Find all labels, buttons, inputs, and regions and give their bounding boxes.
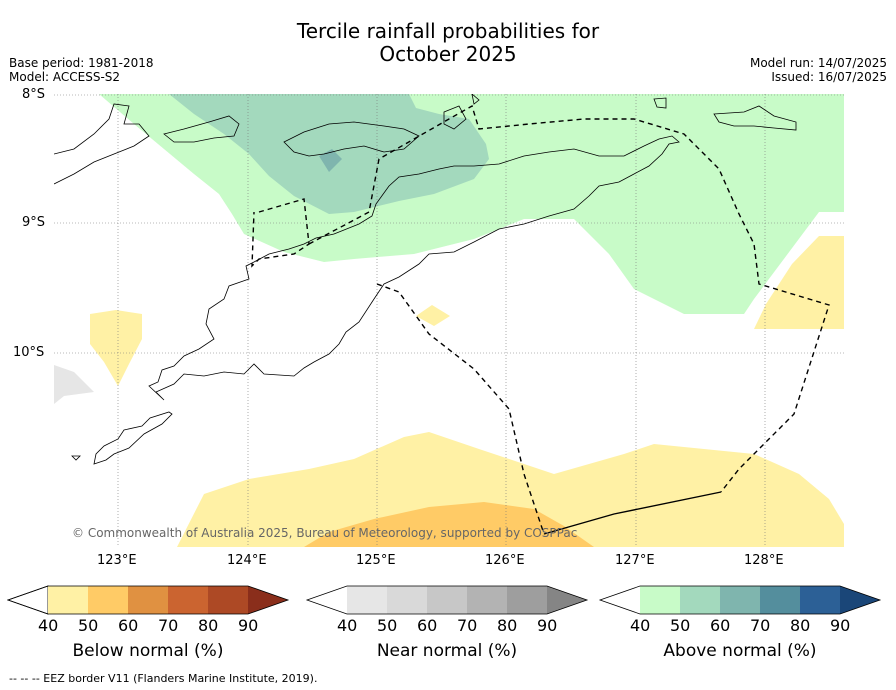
colorbar-below-bin-5 (208, 586, 248, 614)
model-text: Model: ACCESS-S2 (9, 70, 121, 84)
below-tick-60: 60 (118, 616, 139, 635)
colorbar-below-bin-4 (168, 586, 208, 614)
lat-label-9s: 9°S (22, 215, 46, 230)
colorbar-above-low-triangle (600, 586, 640, 614)
meta-left: Base period: 1981-2018 Model: ACCESS-S2 (9, 56, 154, 84)
eez-south-border-solid (543, 491, 722, 535)
above-tick-50: 50 (670, 616, 691, 635)
colorbar-below-bin-1 (48, 586, 88, 614)
colorbar-near-bin-1 (347, 586, 387, 614)
map-title-line-2: October 2025 (379, 42, 517, 66)
above-normal-60-70-patch (319, 149, 342, 172)
map-title-line-1: Tercile rainfall probabilities for (296, 19, 600, 43)
above-tick-70: 70 (750, 616, 771, 635)
eez-timor-north (308, 104, 830, 493)
colorbar-near-bin-3 (427, 586, 467, 614)
copyright-notice: © Commonwealth of Australia 2025, Bureau… (72, 526, 578, 540)
eez-north-border (251, 198, 310, 268)
meta-right: Model run: 14/07/2025 Issued: 16/07/2025 (750, 56, 887, 84)
issued-text: Issued: 16/07/2025 (771, 70, 887, 84)
below-normal-small-patch (416, 305, 450, 326)
colorbar-above-high-triangle (840, 586, 880, 614)
forecast-map: © Commonwealth of Australia 2025, Bureau… (54, 94, 844, 547)
alor-island-coastline (163, 115, 240, 143)
below-tick-40: 40 (38, 616, 59, 635)
colorbars (6, 585, 882, 615)
colorbar-near-bin-2 (387, 586, 427, 614)
timor-coastline (148, 135, 680, 401)
below-tick-70: 70 (158, 616, 179, 635)
colorbar-near-high-triangle (547, 586, 587, 614)
above-normal-label: Above normal (%) (663, 641, 817, 661)
below-tick-90: 90 (238, 616, 259, 635)
base-period-text: Base period: 1981-2018 (9, 56, 154, 70)
below-normal-label: Below normal (%) (72, 641, 224, 661)
small-island-coastline (71, 455, 81, 461)
atauro-coastline (443, 105, 467, 130)
island-north-1 (653, 97, 667, 109)
colorbar-below-high-triangle (248, 586, 288, 614)
colorbar-above-bin-2 (680, 586, 720, 614)
colorbar-near-bin-4 (467, 586, 507, 614)
below-tick-50: 50 (78, 616, 99, 635)
wetar-coastline (283, 121, 420, 157)
colorbar-near-bin-5 (507, 586, 547, 614)
lat-label-8s: 8°S (22, 87, 46, 102)
lon-label-124e: 124°E (227, 553, 267, 568)
near-tick-60: 60 (417, 616, 438, 635)
colorbar-above-normal (598, 585, 882, 615)
lon-label-128e: 128°E (744, 553, 784, 568)
coastlines (54, 94, 797, 465)
colorbar-below-normal (6, 585, 290, 615)
below-normal-west-patch (90, 310, 142, 386)
above-tick-80: 80 (790, 616, 811, 635)
rote-island-coastline (93, 411, 173, 465)
below-tick-80: 80 (198, 616, 219, 635)
above-tick-90: 90 (830, 616, 851, 635)
near-normal-patch (54, 365, 94, 404)
near-tick-50: 50 (377, 616, 398, 635)
lat-label-10s: 10°S (13, 345, 45, 360)
lon-label-126e: 126°E (485, 553, 525, 568)
eez-borders (251, 104, 830, 535)
near-tick-80: 80 (497, 616, 518, 635)
lon-label-125e: 125°E (356, 553, 396, 568)
colorbar-near-normal (305, 585, 589, 615)
colorbar-below-bin-3 (128, 586, 168, 614)
near-normal-label: Near normal (%) (376, 641, 518, 661)
model-run-text: Model run: 14/07/2025 (749, 56, 887, 70)
colorbar-near-low-triangle (307, 586, 347, 614)
colorbar-below-low-triangle (6, 585, 49, 615)
colorbar-above-bin-4 (760, 586, 800, 614)
island-north-2 (713, 105, 797, 131)
near-tick-40: 40 (337, 616, 358, 635)
near-tick-70: 70 (457, 616, 478, 635)
eez-footer-note: -- -- -- EEZ border V11 (Flanders Marine… (9, 672, 318, 685)
below-normal-east-patch (754, 236, 844, 329)
above-tick-40: 40 (630, 616, 651, 635)
below-normal-south-region (177, 432, 844, 547)
colorbar-above-bin-1 (640, 586, 680, 614)
map-canvas (54, 94, 844, 547)
above-tick-60: 60 (710, 616, 731, 635)
near-tick-90: 90 (537, 616, 558, 635)
lon-label-123e: 123°E (97, 553, 137, 568)
kisar-coastline (471, 94, 480, 105)
below-normal-50-60-region (304, 502, 594, 547)
lon-label-127e: 127°E (615, 553, 655, 568)
colorbar-above-bin-3 (720, 586, 760, 614)
colorbar-above-bin-5 (800, 586, 840, 614)
colorbar-below-bin-2 (88, 586, 128, 614)
flores-coastline (54, 103, 150, 185)
